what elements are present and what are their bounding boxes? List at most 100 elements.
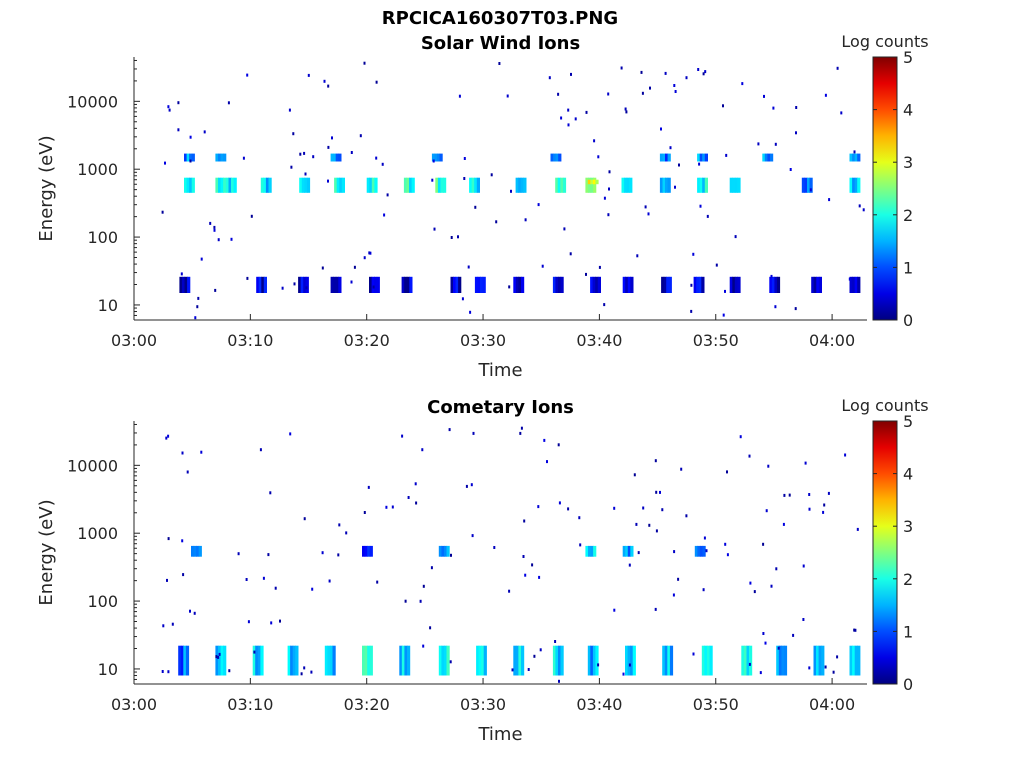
- heatmap-cell: [585, 177, 589, 193]
- count-speck: [692, 252, 695, 256]
- heatmap-cell: [746, 645, 750, 676]
- count-speck: [808, 493, 811, 496]
- heatmap-cell: [593, 177, 597, 193]
- count-speck: [770, 274, 773, 278]
- count-speck: [804, 461, 807, 465]
- count-speck: [672, 593, 675, 597]
- heatmap-cell: [694, 545, 698, 557]
- count-speck: [299, 152, 302, 156]
- count-speck: [724, 542, 727, 546]
- count-speck: [795, 106, 798, 109]
- heatmap-cell: [301, 177, 305, 193]
- noise-specks: [161, 426, 859, 683]
- heatmap-cell: [667, 177, 671, 193]
- heatmap-cell: [552, 276, 557, 293]
- count-speck: [697, 68, 700, 71]
- count-speck: [449, 660, 452, 664]
- count-speck: [267, 553, 270, 557]
- heatmap-cell: [857, 177, 861, 193]
- heatmap-cell: [330, 276, 334, 293]
- heatmap-cell: [626, 177, 630, 193]
- heatmap-cell: [622, 276, 626, 293]
- heatmap-cell: [662, 153, 666, 162]
- count-speck: [189, 159, 192, 163]
- y-tick-label: 10: [98, 660, 118, 679]
- heatmap-cell: [257, 645, 261, 676]
- heatmap-cell: [446, 545, 450, 557]
- count-speck: [450, 553, 452, 557]
- heatmap-cell: [781, 645, 785, 676]
- heatmap-cell: [776, 276, 781, 293]
- heatmap-cell: [555, 177, 559, 193]
- count-speck: [557, 443, 560, 447]
- heatmap-cell: [741, 645, 745, 676]
- x-axis-label: Time: [477, 724, 522, 745]
- heatmap-cell: [362, 645, 366, 676]
- heatmap-cell: [857, 153, 861, 162]
- heatmap-cell: [189, 153, 193, 162]
- heatmap-cell: [376, 276, 380, 293]
- count-speck: [213, 225, 216, 229]
- count-speck: [680, 467, 683, 471]
- heatmap-cell: [854, 177, 858, 193]
- count-speck: [560, 116, 563, 120]
- heatmap-cell: [444, 545, 448, 557]
- count-speck: [407, 496, 410, 499]
- heatmap-cell: [801, 177, 805, 193]
- heatmap-cell: [521, 276, 525, 293]
- heatmap-cell: [627, 545, 631, 557]
- count-speck: [331, 136, 333, 140]
- plot-area: [134, 421, 867, 684]
- count-speck: [270, 621, 273, 625]
- count-speck: [762, 632, 765, 635]
- count-speck: [574, 117, 577, 121]
- count-speck: [465, 484, 468, 488]
- heatmap-cell: [729, 177, 733, 193]
- heatmap-cell: [854, 276, 858, 293]
- heatmap-cell: [783, 645, 788, 676]
- count-speck: [685, 76, 688, 80]
- heatmap-cell: [558, 276, 562, 293]
- count-speck: [674, 90, 677, 93]
- count-speck: [558, 679, 560, 683]
- heatmap-cell: [702, 177, 706, 193]
- count-speck: [421, 448, 424, 452]
- y-tick-label: 1000: [77, 160, 118, 179]
- count-speck: [703, 536, 706, 540]
- heatmap-cell: [595, 179, 599, 185]
- heatmap-cell: [762, 153, 766, 162]
- heatmap-cell: [184, 153, 188, 162]
- heatmap-cell: [446, 645, 450, 676]
- heatmap-cell: [371, 177, 375, 193]
- count-speck: [448, 428, 451, 432]
- count-speck: [508, 589, 511, 593]
- count-speck: [722, 104, 724, 108]
- heatmap-cell: [369, 645, 373, 676]
- count-speck: [328, 579, 331, 583]
- heatmap-cell: [593, 545, 597, 557]
- count-speck: [237, 552, 240, 556]
- heatmap-cell: [813, 645, 817, 676]
- count-speck: [279, 619, 281, 623]
- heatmap-cell: [369, 276, 373, 293]
- heatmap-cell: [404, 276, 408, 293]
- count-speck: [304, 172, 307, 176]
- heatmap-cell: [178, 645, 182, 676]
- heatmap-cell: [476, 645, 480, 676]
- count-speck: [726, 470, 728, 474]
- count-speck: [167, 537, 170, 541]
- colorbar-tick-label: 0: [903, 311, 913, 330]
- count-speck: [312, 155, 315, 159]
- colorbar-label: Log counts: [841, 32, 928, 51]
- heatmap-cell: [369, 177, 373, 193]
- count-speck: [625, 110, 628, 114]
- heatmap-cell: [818, 276, 822, 293]
- count-speck: [250, 214, 253, 218]
- heatmap-cell: [406, 177, 410, 193]
- x-tick-label: 04:00: [809, 331, 855, 350]
- count-speck: [734, 235, 737, 239]
- count-speck: [792, 633, 795, 637]
- count-speck: [788, 493, 791, 497]
- heatmap-cell: [218, 645, 222, 676]
- heatmap-cell: [693, 276, 697, 293]
